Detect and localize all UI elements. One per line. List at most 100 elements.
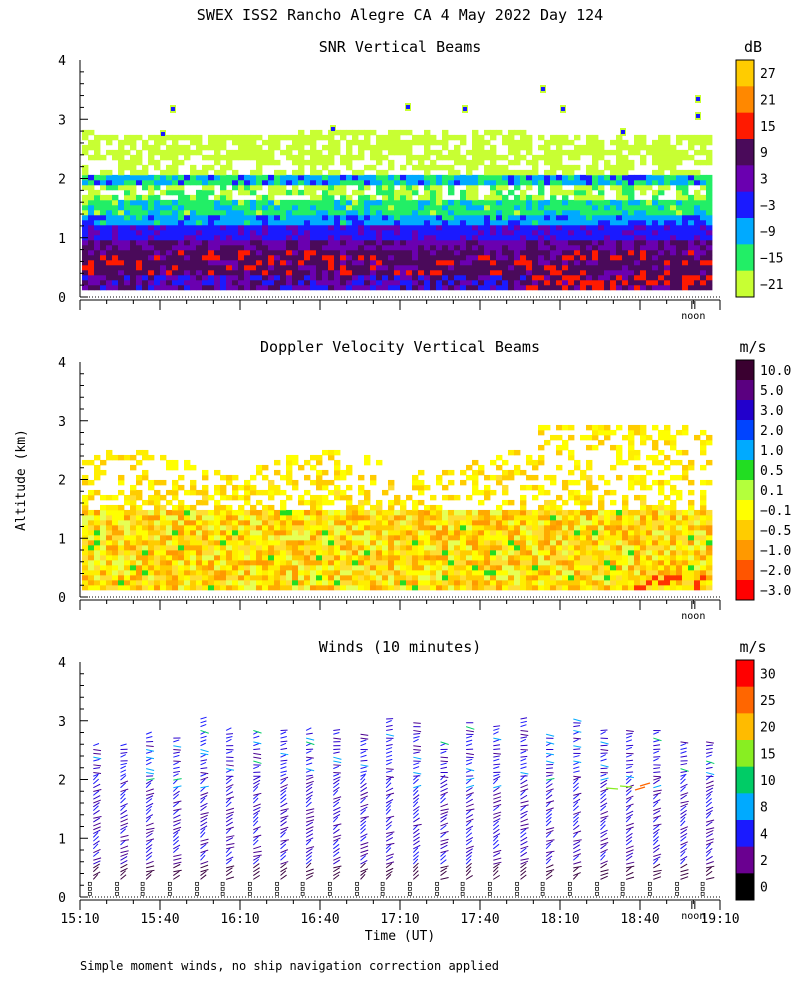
doppler-cell: [298, 514, 305, 521]
snr-cell: [232, 204, 239, 211]
doppler-cell: [478, 559, 485, 566]
snr-cell: [550, 204, 557, 211]
doppler-cell: [346, 514, 353, 521]
snr-cell: [136, 249, 143, 256]
snr-cell: [544, 219, 551, 226]
snr-cell: [94, 209, 101, 216]
snr-cell: [430, 239, 437, 246]
doppler-cell: [466, 494, 473, 501]
doppler-cell: [598, 474, 605, 481]
doppler-cell: [328, 499, 335, 506]
snr-cell: [298, 244, 305, 251]
doppler-cell: [466, 464, 473, 471]
doppler-cell: [262, 569, 269, 576]
snr-cell: [214, 199, 221, 206]
doppler-cell: [346, 549, 353, 556]
doppler-cell: [448, 469, 455, 476]
snr-cell: [502, 134, 509, 141]
snr-cell: [322, 189, 329, 196]
snr-cell: [136, 229, 143, 236]
snr-cell: [370, 129, 377, 136]
doppler-cell: [166, 489, 173, 496]
doppler-cell: [532, 514, 539, 521]
doppler-cell: [220, 514, 227, 521]
doppler-cell: [232, 524, 239, 531]
snr-cell: [532, 244, 539, 251]
doppler-cell: [202, 529, 209, 536]
snr-cell: [166, 169, 173, 176]
snr-cell: [478, 244, 485, 251]
snr-cell: [592, 224, 599, 231]
doppler-cell: [658, 469, 665, 476]
snr-cell: [136, 274, 143, 281]
snr-cell: [352, 284, 359, 291]
snr-cell: [556, 144, 563, 151]
snr-cell: [694, 224, 701, 231]
doppler-cell: [652, 504, 659, 511]
snr-cell: [622, 174, 629, 181]
snr-cell: [640, 254, 647, 261]
doppler-cell: [634, 479, 641, 486]
snr-cell: [526, 169, 533, 176]
snr-cell: [184, 249, 191, 256]
doppler-cell: [598, 559, 605, 566]
snr-cell: [550, 274, 557, 281]
snr-cell: [706, 269, 713, 276]
doppler-cell: [196, 499, 203, 506]
snr-cell: [538, 264, 545, 271]
snr-cell: [226, 249, 233, 256]
doppler-cell: [478, 549, 485, 556]
snr-cell: [664, 214, 671, 221]
doppler-cell: [658, 479, 665, 486]
doppler-cell: [268, 579, 275, 586]
snr-cell: [658, 174, 665, 181]
doppler-cell: [388, 509, 395, 516]
snr-cell: [646, 279, 653, 286]
snr-cell: [112, 239, 119, 246]
doppler-cell: [418, 514, 425, 521]
doppler-cell: [574, 524, 581, 531]
snr-cell: [274, 244, 281, 251]
doppler-cell: [136, 524, 143, 531]
doppler-cell: [418, 539, 425, 546]
snr-cell: [172, 224, 179, 231]
doppler-cell: [244, 499, 251, 506]
doppler-cell: [430, 564, 437, 571]
doppler-cell: [178, 509, 185, 516]
doppler-cell: [538, 504, 545, 511]
snr-cell: [160, 264, 167, 271]
doppler-cell: [640, 509, 647, 516]
snr-cell: [382, 214, 389, 221]
snr-cell: [484, 209, 491, 216]
doppler-cell: [130, 574, 137, 581]
snr-cell: [580, 284, 587, 291]
doppler-cell: [244, 509, 251, 516]
snr-cell: [190, 284, 197, 291]
doppler-cell: [598, 514, 605, 521]
snr-cell: [646, 259, 653, 266]
snr-cell: [280, 254, 287, 261]
doppler-cell: [556, 514, 563, 521]
doppler-cell: [100, 559, 107, 566]
snr-cell: [514, 229, 521, 236]
doppler-cell: [340, 534, 347, 541]
snr-cell: [130, 274, 137, 281]
doppler-cell: [274, 559, 281, 566]
snr-cell: [448, 229, 455, 236]
doppler-cell: [466, 564, 473, 571]
snr-cell: [430, 224, 437, 231]
snr-cell: [448, 184, 455, 191]
snr-cell: [172, 134, 179, 141]
snr-cell: [472, 244, 479, 251]
doppler-cell: [400, 499, 407, 506]
snr-cell: [640, 179, 647, 186]
snr-cell: [676, 204, 683, 211]
snr-cell: [298, 179, 305, 186]
doppler-cell: [646, 544, 653, 551]
snr-cell: [640, 249, 647, 256]
colorbar-swatch: [736, 112, 754, 140]
doppler-cell: [604, 509, 611, 516]
snr-cell: [340, 199, 347, 206]
snr-cell: [418, 229, 425, 236]
snr-cell: [610, 224, 617, 231]
